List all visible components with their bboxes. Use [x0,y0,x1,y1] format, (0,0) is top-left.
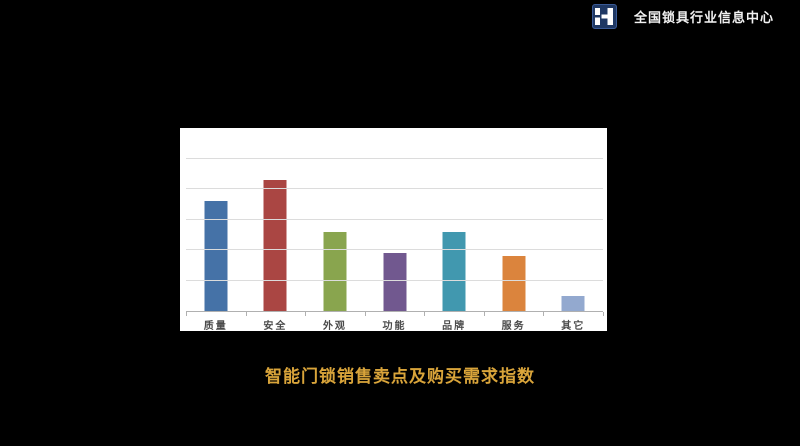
bar-其它 [561,295,585,311]
x-axis-label: 其它 [561,321,586,332]
axis-tick [186,312,187,316]
bar-column [246,128,306,311]
bar-column [424,128,484,311]
axis-tick [364,312,366,316]
axis-tick [543,312,545,316]
gridline [186,249,603,250]
gridline [186,279,603,281]
axis-tick [424,312,426,316]
brand-name-label: 全国锁具行业信息中心 [633,10,774,25]
bars-container [186,128,603,311]
x-axis-ticks [186,312,604,316]
bar-column [186,128,246,311]
gridline [186,188,603,189]
bar-column [305,128,365,311]
gridline [186,157,603,159]
x-axis-label: 品牌 [442,321,467,332]
bar-column [484,128,544,311]
plot-area [186,128,603,312]
lock-center-logo-icon [591,4,617,29]
x-axis-labels: 质量 安全 外观 功能 品牌 服务 其它 [186,313,603,332]
bar-column [365,128,425,311]
axis-tick [245,312,247,316]
brand-area: 全国锁具行业信息中心 [591,4,774,29]
chart-panel: 质量 安全 外观 功能 品牌 服务 其它 [180,128,607,332]
x-axis-label: 服务 [501,321,526,332]
gridline [186,218,603,220]
x-axis-label: 安全 [263,321,288,332]
bar-服务 [502,256,526,311]
x-axis-label: 功能 [382,321,407,332]
axis-tick [305,312,307,316]
x-axis-label: 外观 [322,321,347,332]
bar-外观 [323,231,347,311]
bar-功能 [383,253,407,311]
x-axis-label: 质量 [203,321,228,332]
axis-tick [483,312,485,316]
bar-质量 [204,201,228,311]
bar-品牌 [442,231,466,311]
chart-caption: 智能门锁销售卖点及购买需求指数 [265,367,535,386]
bar-安全 [263,179,287,311]
bar-column [543,128,603,311]
axis-tick [603,312,604,316]
